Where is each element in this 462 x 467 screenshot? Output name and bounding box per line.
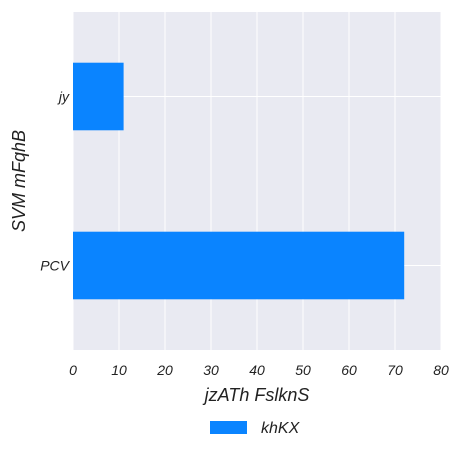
x-tick-label: 10: [111, 362, 127, 378]
y-tick-label: PCV: [40, 258, 70, 274]
x-tick-label: 50: [295, 362, 311, 378]
y-axis-label: SVM mFqhB: [9, 130, 29, 232]
x-axis-label: jzATh FslknS: [202, 385, 310, 405]
tick-labels: 0 10 20 30 40 50 60 70 80 jy PCV: [40, 89, 449, 379]
x-tick-label: 0: [69, 362, 77, 378]
x-tick-label: 80: [433, 362, 449, 378]
legend-label: khKX: [261, 420, 301, 437]
x-tick-label: 60: [341, 362, 357, 378]
x-tick-label: 20: [156, 362, 173, 378]
x-tick-label: 40: [249, 362, 265, 378]
x-tick-label: 70: [387, 362, 403, 378]
bar-jy: [73, 62, 124, 131]
bars: [73, 62, 405, 300]
bar-pcv: [73, 231, 405, 300]
legend: khKX: [210, 420, 301, 437]
y-tick-label: jy: [57, 89, 70, 105]
legend-swatch: [210, 421, 247, 434]
x-tick-label: 30: [203, 362, 219, 378]
